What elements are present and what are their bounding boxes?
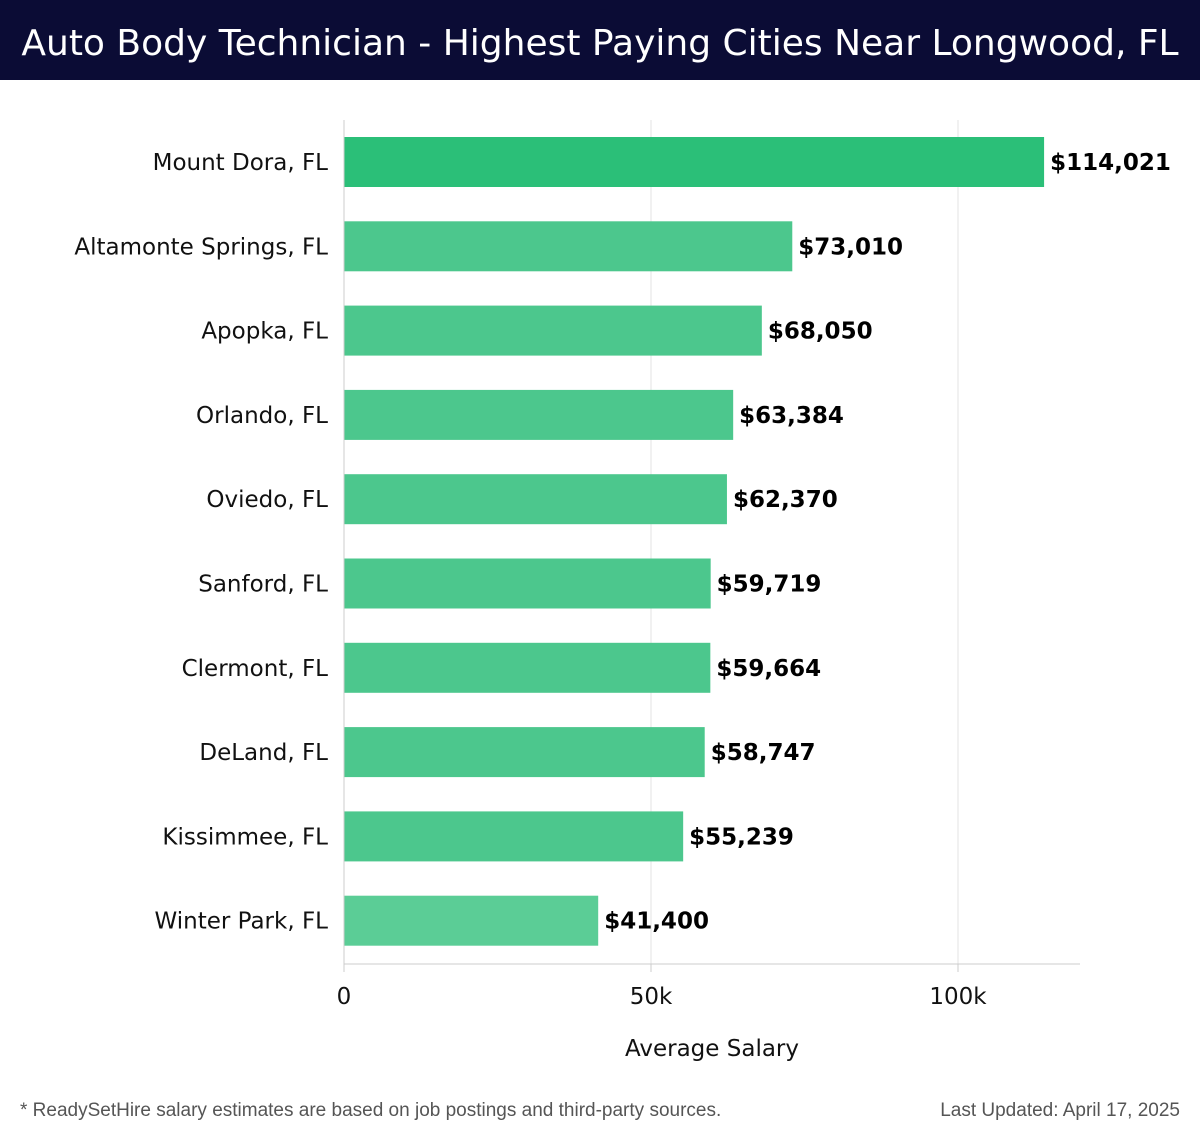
- category-label: Mount Dora, FL: [153, 150, 329, 176]
- value-label: $63,384: [739, 403, 844, 429]
- value-label: $59,719: [717, 572, 822, 598]
- bar: [344, 305, 762, 356]
- category-label: Kissimmee, FL: [162, 824, 328, 850]
- value-label: $62,370: [733, 487, 838, 513]
- value-label: $114,021: [1050, 150, 1171, 176]
- category-label: Oviedo, FL: [206, 487, 328, 513]
- bar: [344, 221, 793, 272]
- value-label: $58,747: [711, 740, 816, 766]
- bar: [344, 642, 711, 693]
- footer-note: * ReadySetHire salary estimates are base…: [20, 1100, 722, 1121]
- value-label: $68,050: [768, 319, 873, 345]
- category-label: DeLand, FL: [199, 740, 328, 766]
- bar: [344, 558, 711, 609]
- bar: [344, 895, 599, 946]
- value-label: $73,010: [798, 234, 903, 260]
- x-tick-label: 100k: [929, 984, 987, 1010]
- bar-chart: 0 50k 100k Mount Dora, FL $114,021 Altamonte …: [74, 120, 1171, 1062]
- x-tick-label: 0: [337, 984, 352, 1010]
- chart-header: Auto Body Technician - Highest Paying Ci…: [0, 0, 1200, 80]
- bar: [344, 727, 705, 778]
- category-label: Apopka, FL: [201, 319, 328, 345]
- chart-title: Auto Body Technician - Highest Paying Ci…: [21, 23, 1179, 64]
- category-label: Clermont, FL: [182, 656, 329, 682]
- axes: [343, 120, 1080, 972]
- category-label: Orlando, FL: [196, 403, 328, 429]
- labels: 0 50k 100k Mount Dora, FL $114,021 Altamonte …: [74, 150, 1170, 1062]
- category-label: Sanford, FL: [198, 572, 328, 598]
- x-axis-label: Average Salary: [625, 1036, 799, 1062]
- bar: [344, 811, 684, 862]
- category-label: Winter Park, FL: [154, 909, 328, 935]
- bar: [344, 474, 727, 525]
- value-label: $59,664: [716, 656, 821, 682]
- value-label: $41,400: [604, 909, 709, 935]
- category-label: Altamonte Springs, FL: [74, 234, 328, 260]
- bar: [344, 137, 1045, 187]
- value-label: $55,239: [689, 824, 794, 850]
- bar: [344, 389, 734, 440]
- last-updated: Last Updated: April 17, 2025: [940, 1100, 1180, 1121]
- bars: [344, 137, 1045, 946]
- x-tick-label: 50k: [630, 984, 673, 1010]
